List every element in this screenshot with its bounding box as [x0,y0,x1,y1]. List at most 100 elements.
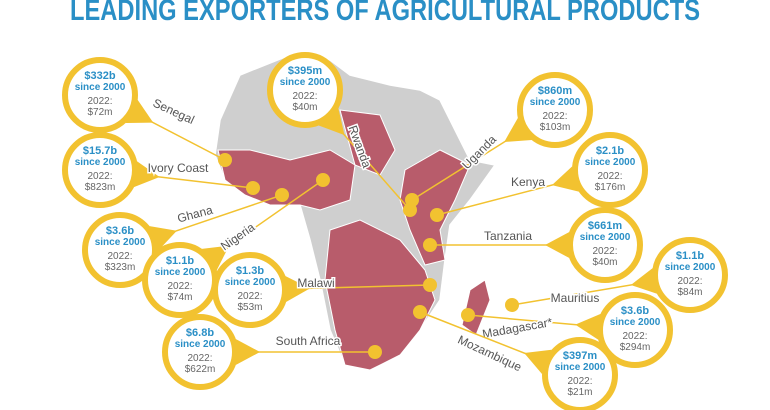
bubble-tail [504,117,532,142]
title: LEADING EXPORTERS OF AGRICULTURAL PRODUC… [70,0,700,27]
bubble [212,252,288,328]
map-dot [246,181,260,195]
recent-value: $84m [677,287,702,298]
total-value: $1.3b [236,265,264,277]
since-label: since 2000 [175,339,226,350]
total-value: $395m [288,65,322,77]
bubble-tail [630,268,657,294]
country-label: Ghana [176,203,215,226]
bubble-tail [285,275,310,303]
total-value: $2.1b [596,145,624,157]
year-label: 2022: [677,276,702,287]
year-label: 2022: [87,96,112,107]
total-value: $3.6b [106,225,134,237]
total-value: $860m [538,85,572,97]
bubble [62,132,138,208]
map-dot [430,208,444,222]
year-label: 2022: [592,246,617,257]
recent-value: $323m [105,262,136,273]
bubble [82,212,158,288]
bubble [572,132,648,208]
year-label: 2022: [292,91,317,102]
year-label: 2022: [597,171,622,182]
since-label: since 2000 [155,267,206,278]
year-label: 2022: [237,291,262,302]
since-label: since 2000 [225,277,276,288]
bubble [162,314,238,390]
since-label: since 2000 [580,232,631,243]
total-value: $1.1b [676,250,704,262]
country-label: South Africa [276,334,341,348]
bubble-tail [575,313,601,340]
recent-value: $53m [237,302,262,313]
map-dot [423,238,437,252]
country-label: Ivory Coast [148,161,209,175]
bubble [542,337,618,410]
map-dot [405,193,419,207]
total-value: $397m [563,350,597,362]
since-label: since 2000 [75,157,126,168]
region-north-east [339,109,396,176]
total-value: $3.6b [621,305,649,317]
map-dot [413,305,427,319]
recent-value: $72m [87,107,112,118]
bubble [62,57,138,133]
bubble-tail [545,231,570,259]
recent-value: $40m [292,102,317,113]
bubble-tail [235,338,260,366]
bubble [567,207,643,283]
year-label: 2022: [87,171,112,182]
country-label: Mauritius [551,291,600,305]
country-label: Nigeria [218,220,257,253]
bubble-tail [524,349,552,375]
since-label: since 2000 [665,262,716,273]
bubble [267,52,343,128]
recent-value: $622m [185,364,216,375]
country-label: Senegal [151,96,197,127]
country-label: Malawi [297,276,334,290]
since-label: since 2000 [610,317,661,328]
bubble [652,237,728,313]
bubble-tail [133,161,160,188]
year-label: 2022: [542,111,567,122]
year-label: 2022: [187,353,212,364]
since-label: since 2000 [530,97,581,108]
map-dot [316,173,330,187]
total-value: $661m [588,220,622,232]
recent-value: $294m [620,342,651,353]
bubble-tail [551,166,579,192]
year-label: 2022: [622,331,647,342]
map-dot [505,298,519,312]
bubble [517,72,593,148]
map-dot [461,308,475,322]
recent-value: $21m [567,387,592,398]
map-dot [423,278,437,292]
recent-value: $823m [85,182,116,193]
total-value: $1.1b [166,255,194,267]
since-label: since 2000 [95,237,146,248]
country-label: Kenya [511,175,545,189]
year-label: 2022: [107,251,132,262]
since-label: since 2000 [280,77,331,88]
total-value: $332b [84,70,115,82]
since-label: since 2000 [555,362,606,373]
region-south [324,219,436,371]
bubble-tail [201,245,230,271]
year-label: 2022: [567,376,592,387]
recent-value: $176m [595,182,626,193]
since-label: since 2000 [585,157,636,168]
bubble-tail [125,99,154,124]
recent-value: $40m [592,257,617,268]
country-label: Tanzania [484,229,532,243]
recent-value: $103m [540,122,571,133]
bubble [597,292,673,368]
year-label: 2022: [167,281,192,292]
